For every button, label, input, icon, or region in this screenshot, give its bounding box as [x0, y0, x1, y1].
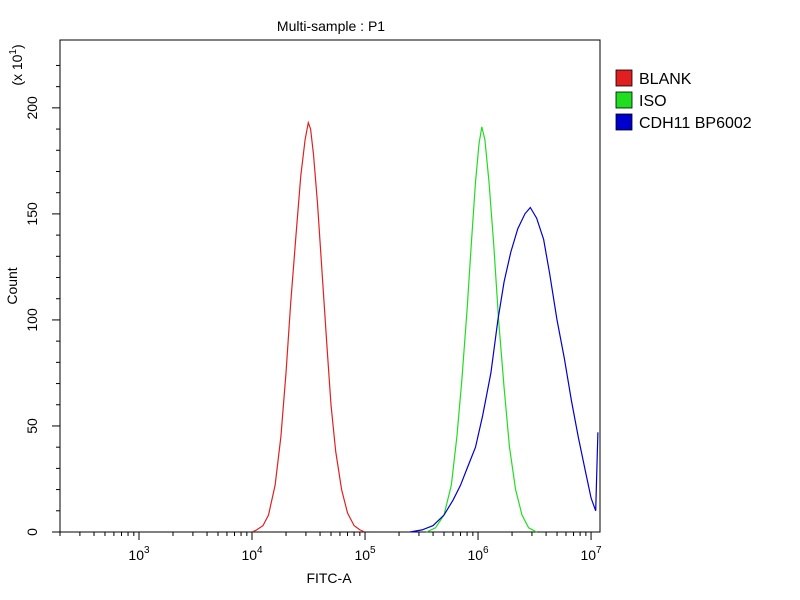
legend-label-2: CDH11 BP6002 — [639, 115, 752, 132]
y-multiplier: (x 101) — [8, 44, 25, 85]
chart-title: Multi-sample : P1 — [277, 18, 385, 34]
x-tick-label: 104 — [241, 545, 263, 563]
y-multiplier-close: ) — [9, 44, 25, 49]
series-line-0 — [251, 120, 366, 533]
series-line-2 — [409, 206, 599, 533]
plot-area: 103 104 105 106 107 0 50 100 150 200 — [24, 39, 602, 563]
x-tick-label: 107 — [580, 545, 602, 563]
series-line-1 — [426, 126, 537, 533]
y-tick-label: 0 — [24, 528, 40, 536]
y-axis-label: Count — [4, 267, 20, 304]
y-axis: 0 50 100 150 200 — [24, 64, 60, 536]
x-axis-label: FITC-A — [306, 570, 352, 586]
legend-swatch-2 — [615, 113, 633, 131]
x-tick-label: 105 — [354, 545, 376, 563]
series-layer — [251, 120, 599, 533]
plot-frame — [59, 39, 601, 533]
y-tick-label: 100 — [24, 308, 40, 332]
legend-swatch-1 — [615, 91, 633, 109]
legend-label-1: ISO — [639, 93, 667, 110]
y-tick-label: 50 — [24, 418, 40, 434]
y-tick-label: 150 — [24, 202, 40, 226]
legend: BLANK ISO CDH11 BP6002 — [615, 69, 752, 132]
x-tick-label: 103 — [128, 545, 150, 563]
x-axis: 103 104 105 106 107 — [59, 532, 602, 563]
x-tick-label: 106 — [467, 545, 489, 563]
svg-text:(x 101): (x 101) — [8, 44, 25, 85]
y-multiplier-base: (x 10 — [9, 54, 25, 85]
legend-label-0: BLANK — [639, 71, 692, 88]
legend-swatch-0 — [615, 69, 633, 87]
y-multiplier-exp: 1 — [8, 49, 19, 55]
y-tick-label: 200 — [24, 96, 40, 120]
